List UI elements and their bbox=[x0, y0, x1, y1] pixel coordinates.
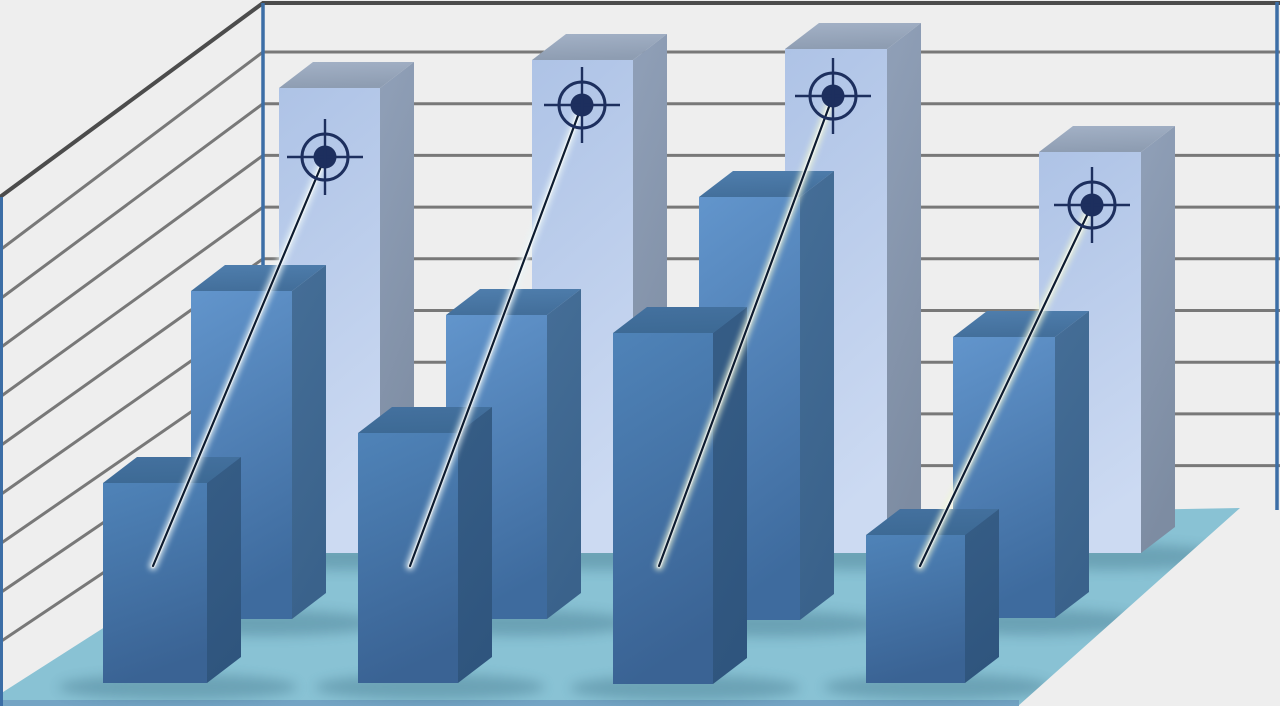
bar-group-1-front bbox=[103, 457, 241, 683]
bar-group-1-middle-top-face bbox=[191, 265, 326, 291]
laser-line-group-4 bbox=[915, 200, 1097, 571]
bar-group-3-front-top-face bbox=[613, 307, 747, 333]
bar-group-1-front-front-face bbox=[103, 483, 207, 683]
bar-group-3-front-front-face bbox=[613, 333, 713, 684]
bar-group-4-front-front-face bbox=[866, 535, 965, 683]
target-icon-group-3 bbox=[795, 58, 871, 134]
laser-core bbox=[918, 203, 1094, 568]
laser-core bbox=[408, 103, 584, 568]
bar-group-1-back-top-face bbox=[279, 62, 414, 88]
bar-group-1-front-top-face bbox=[103, 457, 241, 483]
bar-group-2-front bbox=[358, 407, 492, 683]
laser-line-group-3 bbox=[654, 91, 838, 571]
bar-group-4-front-side-face bbox=[965, 509, 999, 683]
bar-group-2-middle-side-face bbox=[547, 289, 581, 619]
target-icon-group-1 bbox=[287, 119, 363, 195]
bar-group-2-front-side-face bbox=[458, 407, 492, 683]
grid-line-diagonal bbox=[0, 50, 263, 252]
target-icon-group-2 bbox=[544, 67, 620, 143]
bar-group-1-front-side-face bbox=[207, 457, 241, 683]
bar-group-4-front-top-face bbox=[866, 509, 999, 535]
bar-group-4-back-top-face bbox=[1039, 126, 1175, 152]
bar-group-4-middle-top-face bbox=[953, 311, 1089, 337]
bar-group-4-back-side-face bbox=[1141, 126, 1175, 553]
bar-group-2-back-top-face bbox=[532, 34, 667, 60]
bar-group-2-middle-top-face bbox=[446, 289, 581, 315]
laser-core bbox=[657, 94, 835, 568]
bar-group-4-middle-side-face bbox=[1055, 311, 1089, 618]
bar-group-1-middle-side-face bbox=[292, 265, 326, 619]
bar-group-3-back-side-face bbox=[887, 23, 921, 553]
bar-group-4-front bbox=[866, 509, 999, 683]
target-icon-group-4 bbox=[1054, 167, 1130, 243]
bar-group-3-front bbox=[613, 307, 747, 684]
grid-line-diagonal bbox=[0, 154, 263, 350]
laser-line-group-1 bbox=[148, 152, 330, 571]
bar-group-3-back-top-face bbox=[785, 23, 921, 49]
grid-line-diagonal bbox=[0, 205, 263, 399]
laser-line-group-2 bbox=[405, 100, 587, 571]
grid-line-diagonal bbox=[0, 102, 263, 301]
laser-core bbox=[151, 155, 327, 568]
bar-group-3-middle-side-face bbox=[800, 171, 834, 620]
